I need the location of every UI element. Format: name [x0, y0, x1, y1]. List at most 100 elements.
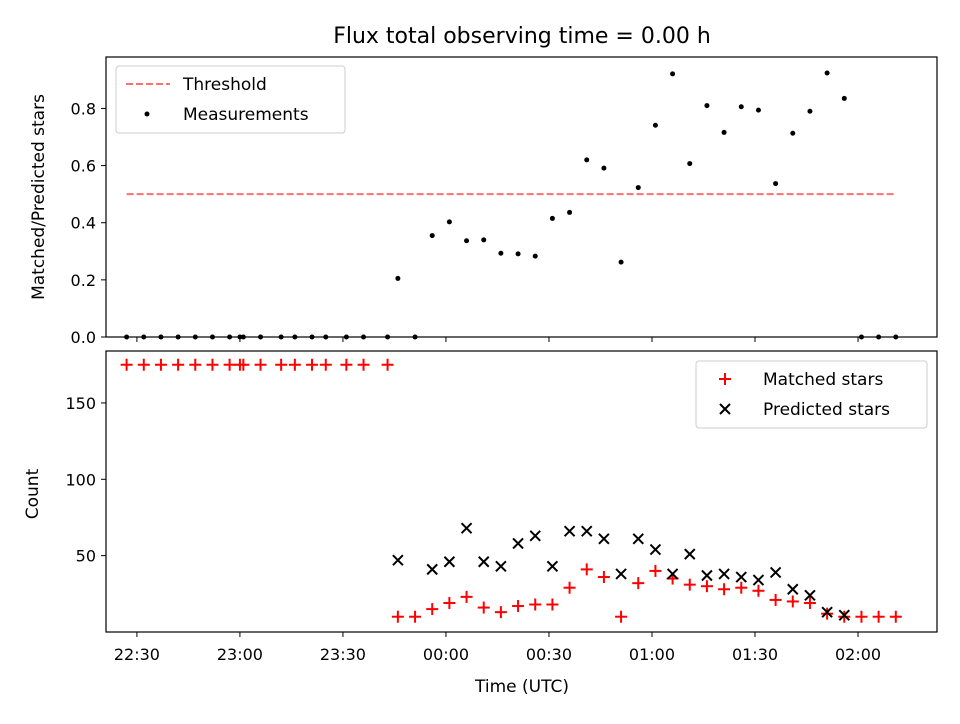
- predicted-point: [512, 537, 524, 550]
- count-y-tick-label: 100: [65, 470, 96, 489]
- matched-point: [700, 580, 713, 593]
- predicted-point: [649, 543, 662, 556]
- count-y-tick-label: 150: [65, 394, 96, 413]
- predicted-point: [529, 530, 541, 542]
- matched-point: [632, 577, 645, 590]
- x-tick-label: 00:00: [423, 645, 469, 664]
- count-panel: 50 100 150 22:30 23:00 23:30 00:00 00:30 01:00 01…: [23, 350, 938, 697]
- matched-point: [137, 358, 150, 371]
- predicted-point: [632, 533, 644, 545]
- measurement-point: [824, 70, 830, 76]
- predicted-point: [752, 574, 765, 586]
- matched-point: [275, 358, 288, 371]
- matched-point: [391, 610, 404, 623]
- matched-point: [443, 596, 456, 609]
- predicted-point: [615, 568, 627, 580]
- chart-title: Flux total observing time = 0.00 h: [333, 24, 711, 49]
- matched-point: [615, 610, 628, 623]
- matched-point: [855, 610, 868, 623]
- count-legend: Matched stars Predicted stars: [695, 360, 928, 429]
- ratio-y-tick-label: 0.6: [71, 157, 96, 176]
- predicted-point: [443, 556, 456, 568]
- matched-point: [172, 358, 185, 371]
- matched-point: [237, 358, 250, 371]
- matched-point: [580, 563, 593, 576]
- ratio-y-tick-label: 0.2: [71, 271, 96, 290]
- ratio-y-tick-label: 0.0: [71, 328, 96, 347]
- predicted-point: [804, 589, 816, 602]
- predicted-point: [735, 571, 747, 583]
- predicted-point: [546, 560, 559, 573]
- matched-point: [254, 358, 267, 371]
- matched-point: [769, 593, 782, 606]
- measurements-legend-label: Measurements: [183, 105, 309, 125]
- predicted-point: [460, 522, 473, 534]
- measurement-point: [498, 250, 504, 256]
- measurement-point: [721, 129, 727, 135]
- matched-point: [409, 610, 422, 623]
- x-tick-label: 23:30: [320, 645, 366, 664]
- x-axis-label: Time (UTC): [474, 677, 569, 697]
- matched-point: [597, 571, 610, 584]
- predicted-point: [666, 568, 679, 580]
- measurement-point: [515, 251, 521, 257]
- matched-point: [154, 358, 167, 371]
- ratio-plot-area: 0.0 0.2 0.4 0.6 0.8: [71, 70, 899, 347]
- matched-point: [735, 581, 748, 594]
- threshold-legend-label: Threshold: [182, 75, 267, 95]
- matched-point: [821, 607, 834, 620]
- predicted-point: [821, 606, 833, 618]
- measurement-point: [549, 215, 555, 221]
- matched-point: [319, 358, 332, 371]
- count-y-axis-label: Count: [23, 468, 43, 519]
- predicted-point: [787, 583, 799, 595]
- matched-point: [512, 600, 525, 613]
- matched-point: [381, 358, 394, 371]
- measurement-point: [841, 95, 847, 101]
- matched-point: [529, 598, 542, 611]
- x-tick-label: 00:30: [526, 645, 572, 664]
- matched-point: [426, 603, 439, 616]
- measurement-point: [481, 237, 487, 243]
- measurement-point: [532, 253, 538, 259]
- predicted-point: [838, 609, 850, 621]
- predicted-point: [478, 556, 490, 568]
- ratio-panel: 0.00.20.40.60.8 Matched/Predicted stars …: [29, 56, 938, 347]
- x-tick-label: 01:00: [629, 645, 675, 664]
- measurement-point: [687, 161, 693, 167]
- measurement-point: [670, 71, 676, 77]
- matched-point: [838, 610, 851, 623]
- measurement-point: [446, 219, 452, 225]
- measurement-point: [429, 233, 435, 239]
- count-plot-area: 50 100 150 22:30 23:00 23:30 00:00 00:30 01:00 01…: [65, 358, 902, 664]
- count-y-tick-label: 50: [76, 547, 96, 566]
- matched-point: [649, 564, 662, 577]
- predicted-point: [684, 548, 696, 560]
- x-tick-label: 23:00: [217, 645, 263, 664]
- matched-point: [683, 578, 696, 591]
- predicted-point: [598, 533, 610, 545]
- predicted-point: [718, 568, 730, 580]
- predicted-point: [701, 569, 713, 582]
- ratio-y-tick-label: 0.4: [71, 214, 96, 233]
- ratio-legend-box: [115, 65, 346, 134]
- matched-point: [340, 358, 353, 371]
- matched-point: [494, 606, 507, 619]
- measurement-point: [618, 259, 624, 265]
- matched-point: [223, 358, 236, 371]
- matched-point: [718, 583, 731, 596]
- matched-legend-label: Matched stars: [763, 370, 883, 390]
- matched-point: [288, 358, 301, 371]
- matched-point: [889, 610, 902, 623]
- matched-point: [357, 358, 370, 371]
- measurement-point: [704, 103, 710, 109]
- matched-legend-swatch: [719, 373, 731, 385]
- matched-point: [563, 581, 576, 594]
- measurement-point: [738, 104, 744, 110]
- predicted-point: [495, 560, 507, 573]
- count-axes-frame: [105, 350, 938, 633]
- matched-point: [752, 584, 765, 597]
- measurement-point: [773, 181, 779, 187]
- predicted-point: [769, 566, 782, 579]
